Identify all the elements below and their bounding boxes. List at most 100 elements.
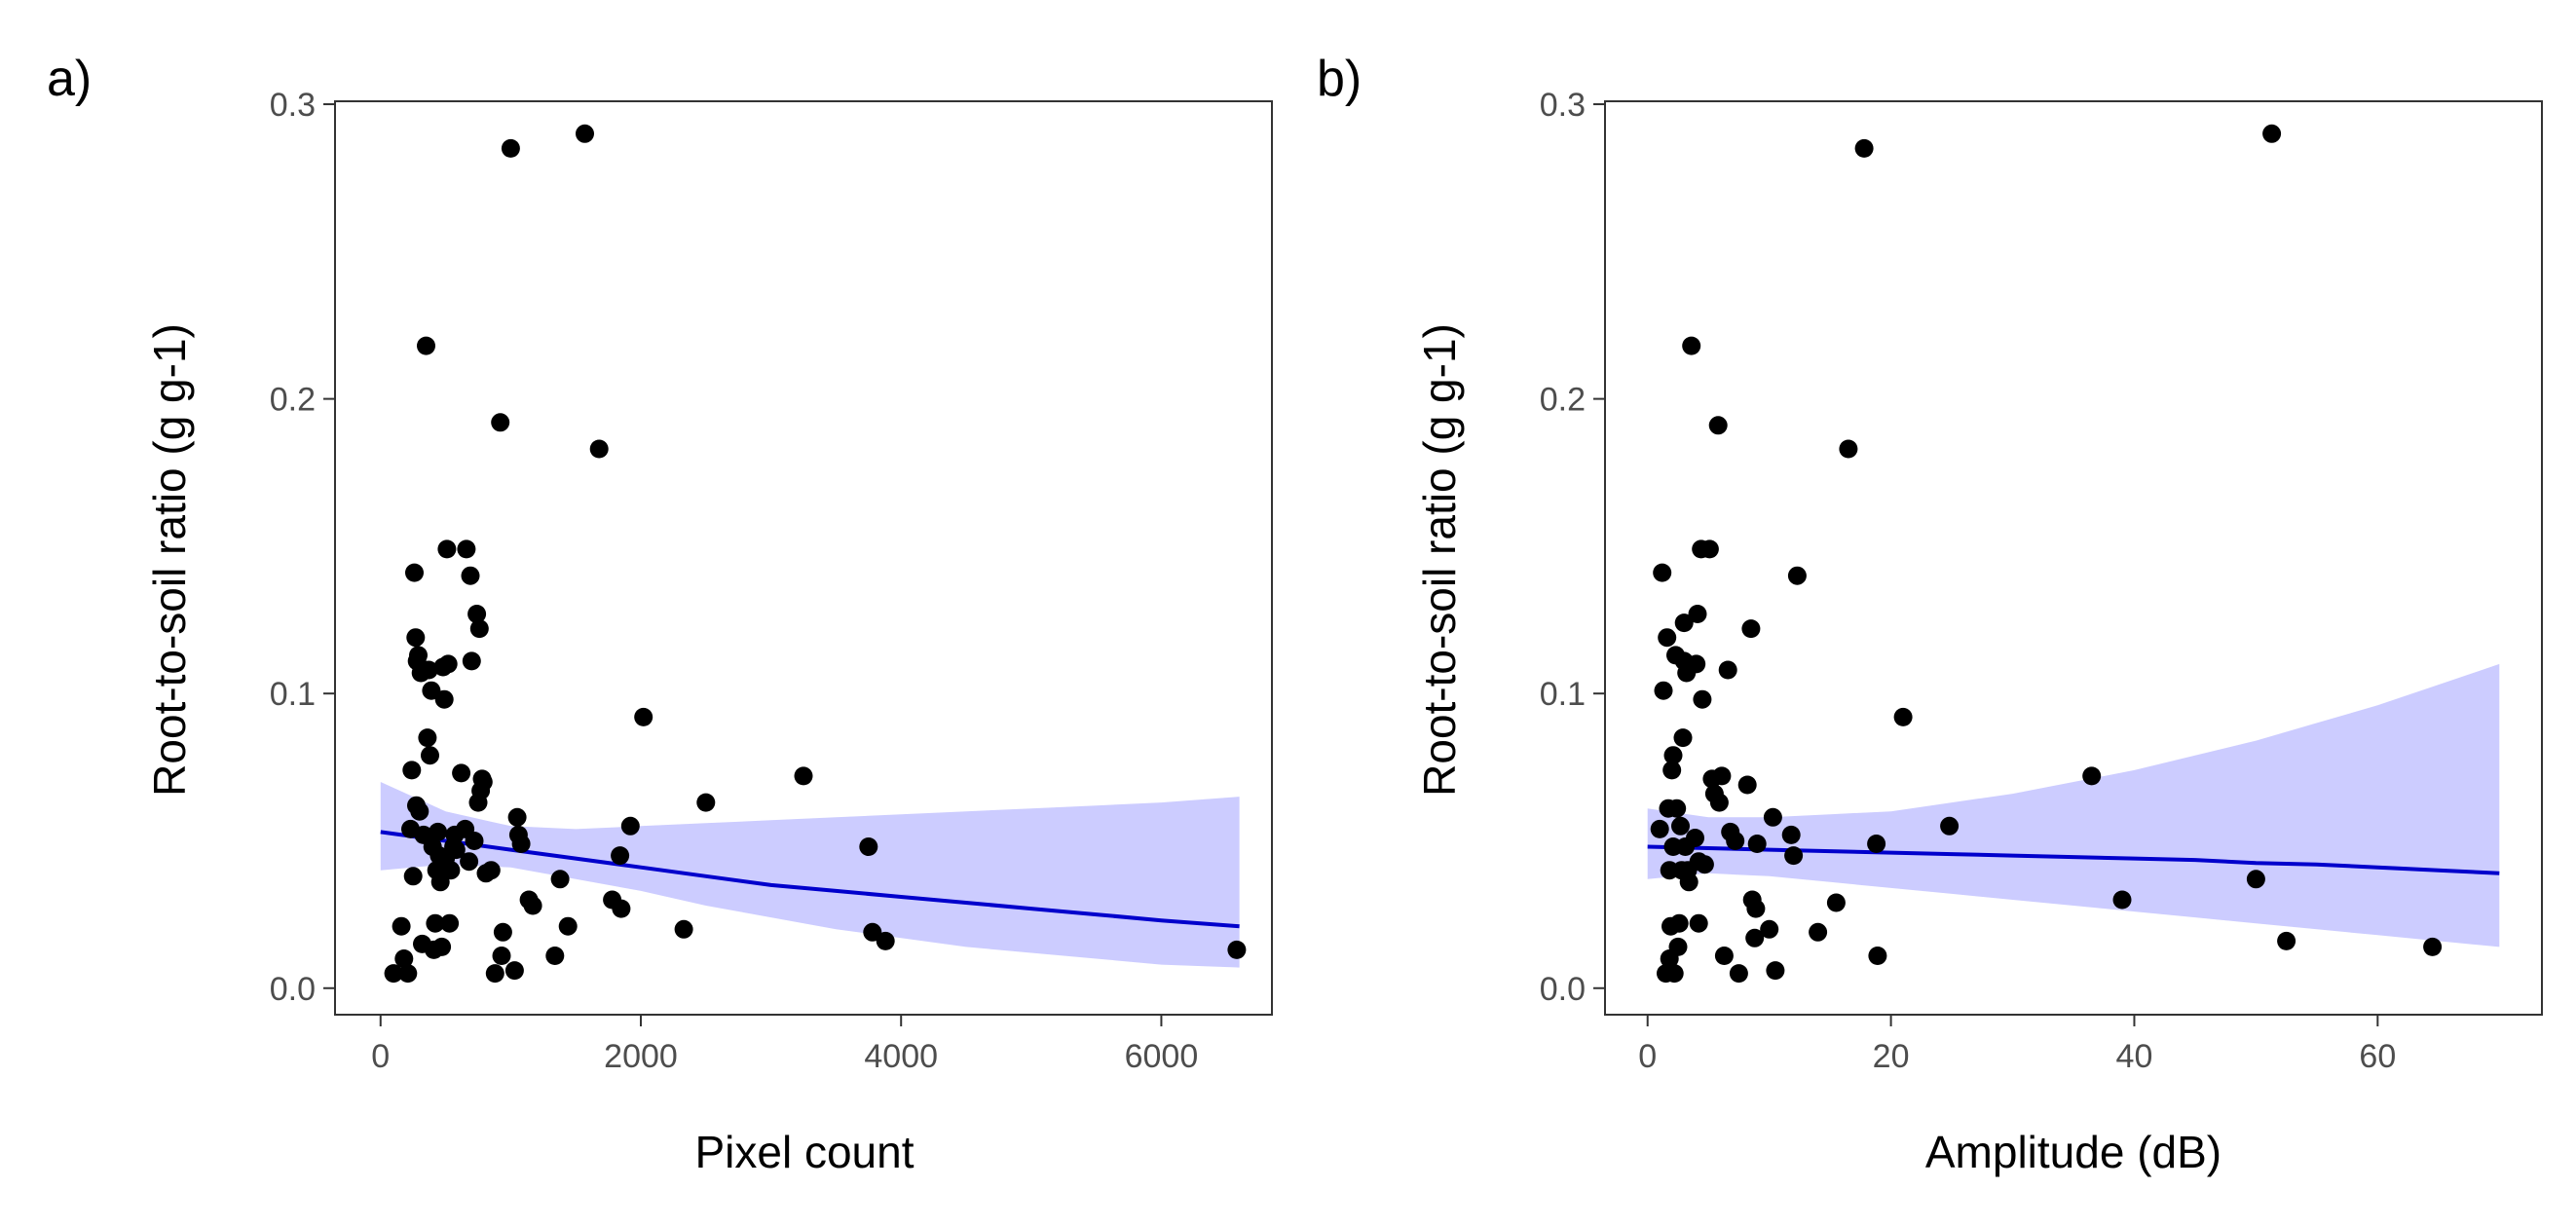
data-point (429, 822, 448, 841)
data-point (501, 138, 520, 158)
data-point (1726, 832, 1745, 850)
data-point (402, 761, 422, 780)
confidence-band-a (380, 782, 1240, 968)
data-point (1839, 439, 1858, 459)
data-point (1669, 913, 1689, 933)
y-tick-label: 0.3 (1540, 87, 1586, 124)
data-point (2082, 766, 2102, 786)
data-point (422, 681, 441, 700)
data-point (426, 913, 445, 933)
x-tick-label: 6000 (1125, 1038, 1199, 1075)
y-tick-label: 0.1 (1540, 676, 1586, 713)
data-point (1781, 825, 1801, 844)
data-point (452, 763, 471, 783)
data-point (2112, 890, 2132, 910)
data-point (1746, 899, 1766, 918)
data-point (1826, 893, 1846, 912)
data-point (392, 916, 411, 936)
data-point (434, 689, 454, 709)
data-point (441, 861, 461, 880)
data-point (403, 867, 423, 886)
data-point (2277, 931, 2296, 950)
data-point (612, 899, 631, 918)
data-point (1893, 707, 1913, 726)
panel-a: a) 0 2000 4000 6000 0.0 0.1 0.2 0.3 Pixel count… (47, 51, 1273, 1177)
data-point (1693, 689, 1712, 709)
plot-frame-a (334, 100, 1273, 1016)
data-point (1784, 846, 1804, 866)
x-tick-label: 4000 (864, 1038, 938, 1075)
y-tick-label: 0.3 (270, 87, 316, 124)
data-point (1940, 816, 1960, 836)
data-point (1650, 819, 1669, 838)
data-point (550, 870, 570, 889)
data-point (1658, 628, 1677, 648)
data-point (1868, 947, 1887, 965)
data-point (1663, 746, 1683, 765)
data-point (491, 413, 510, 432)
data-point (1688, 605, 1707, 623)
y-tick-label: 0.0 (270, 971, 316, 1008)
data-point (2262, 124, 2282, 143)
data-point (409, 646, 428, 665)
data-point (461, 566, 480, 585)
data-point (440, 913, 460, 933)
data-point (859, 837, 878, 856)
data-point (794, 766, 813, 786)
data-point (394, 949, 414, 968)
y-axis-title-a: Root-to-soil ratio (g g-1) (144, 323, 195, 797)
data-point (417, 336, 435, 355)
data-point (1674, 613, 1694, 633)
data-point (1682, 336, 1701, 355)
data-point (1664, 964, 1684, 984)
data-point (1760, 919, 1779, 939)
x-tick-label: 20 (1873, 1038, 1910, 1075)
data-point (1867, 835, 1886, 853)
data-point (398, 964, 418, 984)
data-point (2246, 870, 2265, 889)
data-point (507, 807, 527, 827)
data-point (493, 922, 512, 942)
data-point (1699, 539, 1719, 559)
data-point (1686, 829, 1704, 847)
y-tick-label: 0.2 (270, 382, 316, 419)
x-tick-label: 0 (371, 1038, 390, 1075)
x-tick-label: 40 (2116, 1038, 2153, 1075)
data-point (1671, 816, 1690, 836)
data-point (460, 852, 479, 872)
data-point (1787, 566, 1807, 585)
y-tick-label: 0.0 (1540, 971, 1586, 1008)
data-point (492, 947, 511, 965)
data-point (876, 931, 895, 950)
data-point (473, 772, 493, 792)
data-point (1668, 937, 1688, 956)
data-point (1689, 913, 1708, 933)
confidence-band-b (1647, 663, 2500, 947)
data-point (1679, 873, 1699, 892)
data-point (674, 919, 693, 939)
data-point (1809, 922, 1828, 942)
data-point (405, 563, 424, 582)
data-point (2423, 937, 2443, 956)
x-axis-title-b: Amplitude (dB) (1925, 1127, 2221, 1177)
data-point (446, 840, 466, 860)
data-point (620, 816, 640, 836)
data-point (481, 861, 501, 880)
data-point (611, 846, 630, 866)
panel-label-b: b) (1317, 51, 1362, 107)
y-axis-title-b: Root-to-soil ratio (g g-1) (1414, 323, 1465, 797)
data-point (545, 947, 565, 965)
data-point (558, 916, 578, 936)
y-tick-label: 0.1 (270, 676, 316, 713)
x-tick-label: 0 (1638, 1038, 1657, 1075)
data-point (1662, 761, 1682, 780)
data-point (511, 835, 531, 853)
data-point (485, 964, 504, 984)
data-point (523, 896, 542, 915)
data-point (1854, 138, 1874, 158)
data-point (418, 728, 437, 748)
data-point (1227, 940, 1247, 959)
data-point (1745, 928, 1765, 947)
data-point (1741, 619, 1761, 639)
